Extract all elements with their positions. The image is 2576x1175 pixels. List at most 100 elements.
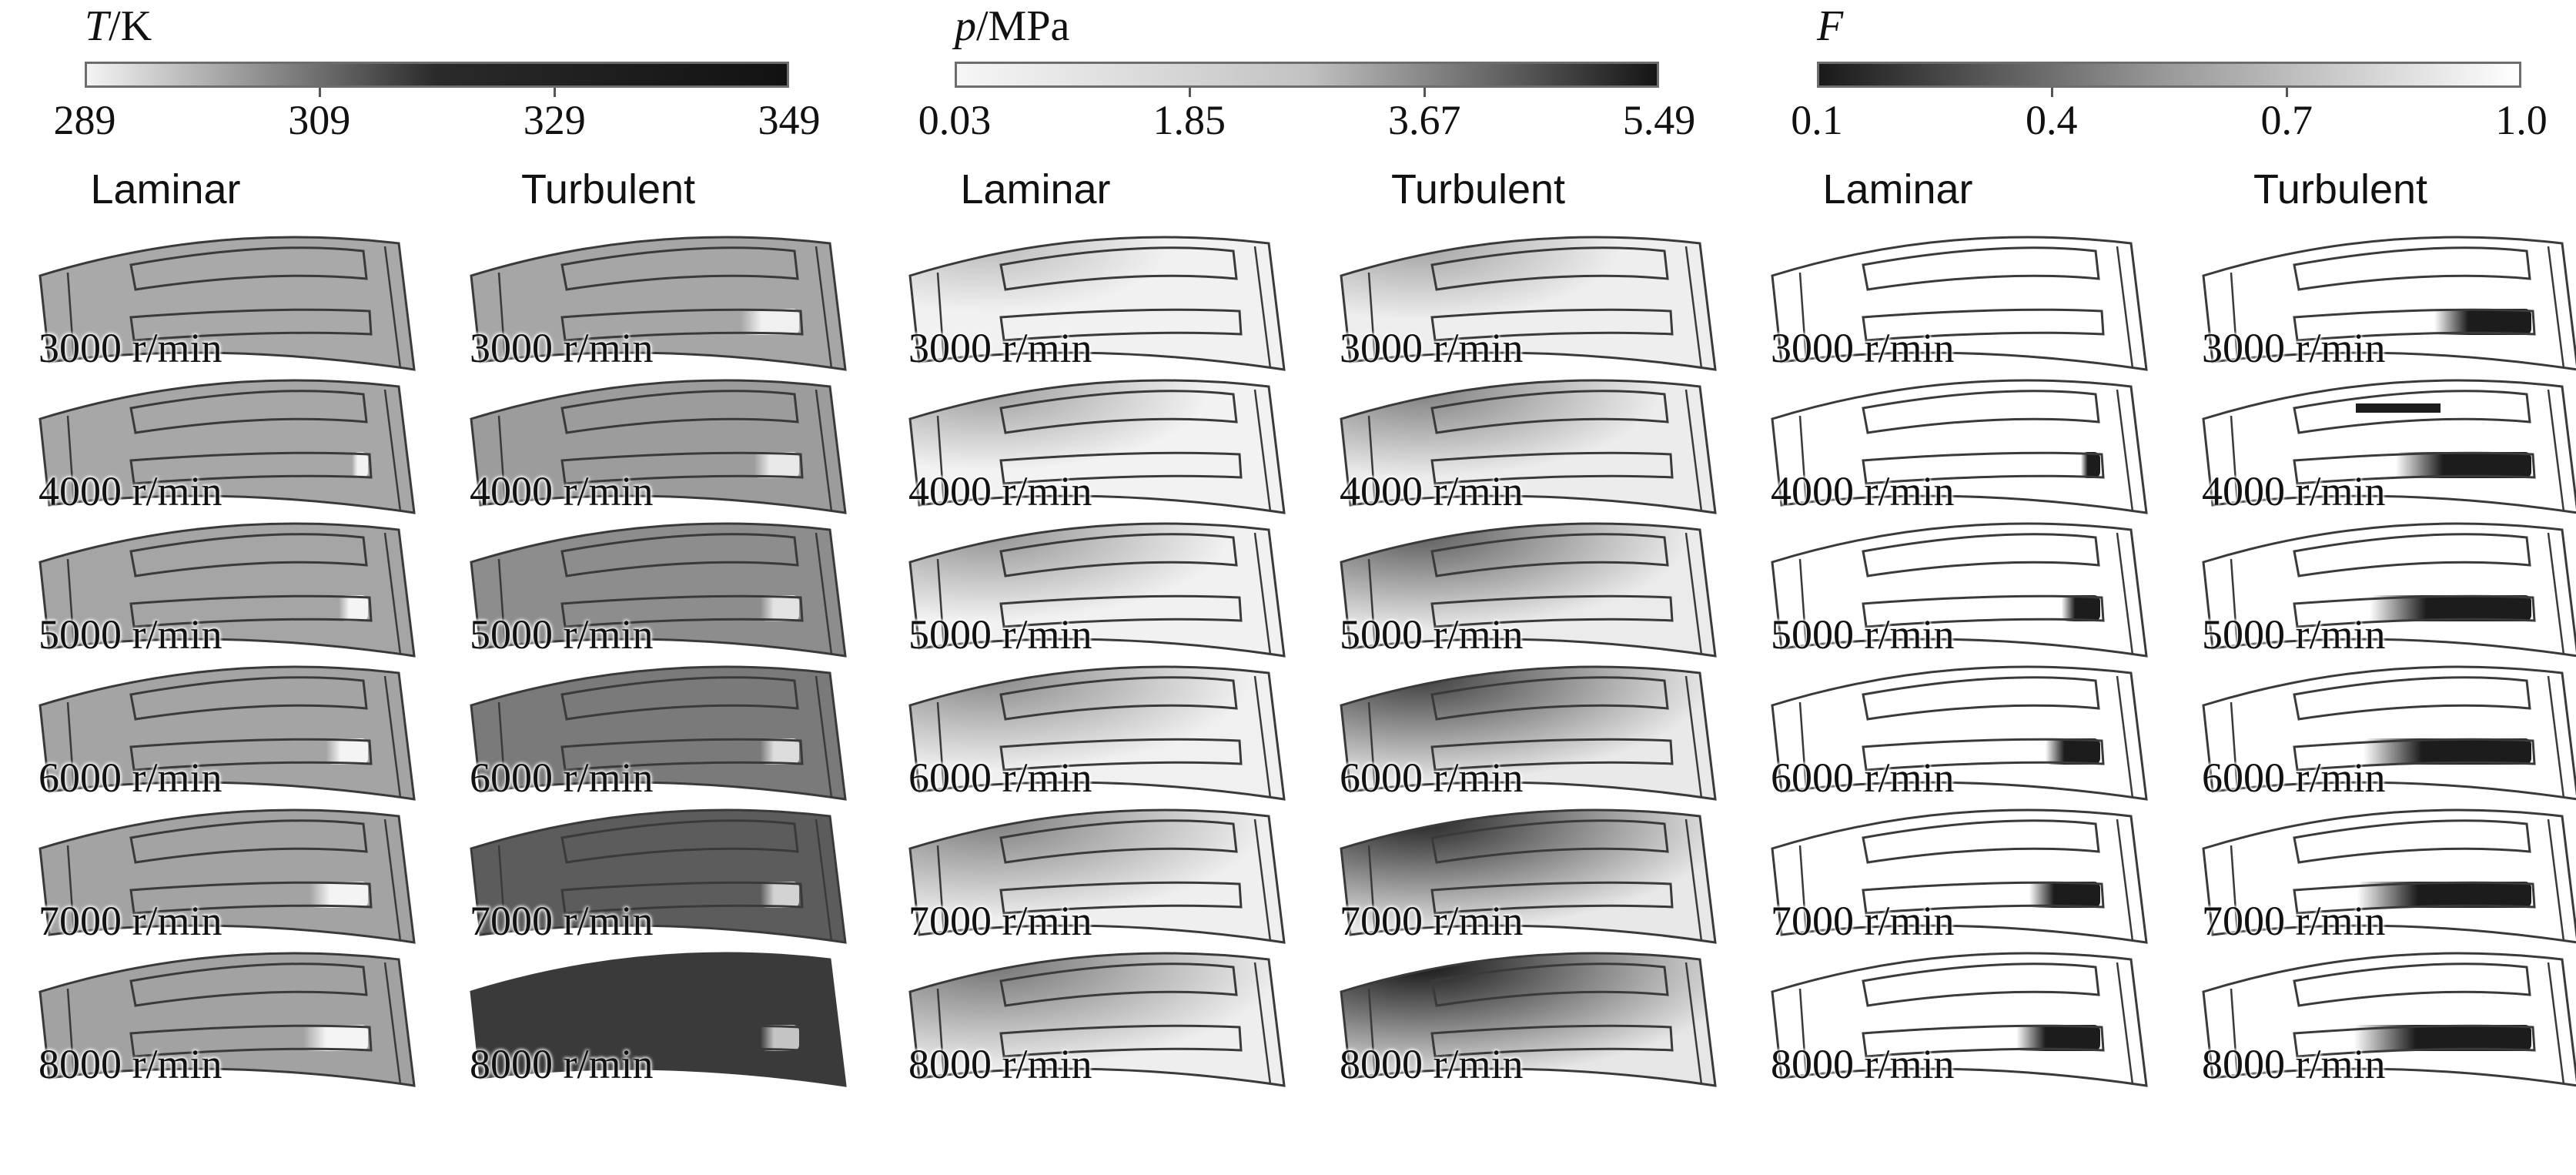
speed-label: 4000 r/min (1340, 468, 1524, 514)
edge-line (2230, 701, 2239, 791)
outer-outline (1340, 236, 1717, 371)
edge-line (815, 962, 833, 1085)
edge-line (815, 675, 833, 798)
contour-plot-liquid-fraction-turbulent-8000 (2202, 952, 2576, 1087)
edge-line (936, 415, 945, 504)
colorbar (955, 62, 1659, 88)
upper-channel-outline (560, 676, 799, 721)
contour-cell: 4000 r/min (893, 374, 1293, 517)
lower-channel-outline (129, 881, 373, 915)
colorbar (1817, 62, 2521, 88)
column-header-laminar: Laminar (1822, 166, 1973, 213)
outer-outline (1771, 379, 2148, 514)
speed-label: 8000 r/min (908, 1041, 1092, 1087)
upper-channel-outline (560, 390, 799, 434)
contour-cell: 6000 r/min (1324, 661, 1725, 804)
contour-cell: 7000 r/min (893, 804, 1293, 947)
contour-plot-temperature-laminar-5000 (38, 522, 416, 658)
speed-label: 5000 r/min (38, 611, 222, 658)
contour-plot-liquid-fraction-turbulent-4000 (2202, 379, 2576, 514)
contour-plot-liquid-fraction-laminar-3000 (1771, 236, 2148, 371)
edge-line (1253, 818, 1272, 942)
contour-plot-temperature-turbulent-8000 (470, 952, 847, 1087)
upper-channel-outline (1862, 819, 2100, 864)
outer-outline (908, 379, 1286, 514)
lower-channel-outline (560, 738, 804, 772)
edge-line (383, 818, 402, 942)
contour-cell: 6000 r/min (454, 661, 855, 804)
outer-outline (38, 952, 416, 1087)
upper-channel-outline (999, 676, 1238, 721)
contour-plot-liquid-fraction-laminar-5000 (1771, 522, 2148, 658)
edge-line (1367, 701, 1377, 791)
speed-label: 6000 r/min (908, 755, 1092, 801)
edge-line (936, 272, 945, 361)
contour-plot-temperature-turbulent-3000 (470, 236, 847, 371)
edge-line (2116, 532, 2134, 655)
speed-label: 3000 r/min (908, 325, 1092, 371)
secondary-region (2356, 403, 2441, 413)
contour-plot-pressure-laminar-7000 (908, 808, 1286, 944)
quantity-symbol: T (85, 2, 109, 50)
edge-line (66, 558, 75, 648)
contour-cell: 8000 r/min (893, 947, 1293, 1090)
quantity-symbol: F (1817, 2, 1844, 50)
edge-line (2116, 962, 2134, 1085)
contour-cell: 4000 r/min (454, 374, 855, 517)
edge-line (1367, 845, 1377, 934)
edge-line (936, 558, 945, 648)
contour-cell: 6000 r/min (23, 661, 423, 804)
upper-channel-outline (560, 962, 799, 1007)
colorbar-tick-label: 5.49 (1622, 97, 1696, 143)
lower-channel-outline (2293, 594, 2536, 628)
lower-channel-outline (999, 308, 1243, 342)
speed-label: 5000 r/min (470, 611, 654, 658)
edge-line (936, 845, 945, 934)
edge-line (1684, 818, 1703, 942)
edge-line (1798, 272, 1808, 361)
hotspot-region (352, 452, 368, 478)
edge-line (936, 701, 945, 791)
speed-label: 8000 r/min (38, 1041, 222, 1087)
edge-line (2116, 675, 2134, 798)
outer-outline (38, 808, 416, 944)
edge-line (497, 988, 507, 1077)
outer-outline (908, 665, 1286, 801)
speed-label: 4000 r/min (2202, 468, 2386, 514)
lower-channel-outline (2293, 308, 2536, 342)
colorbar-quantity-label: T/K (85, 2, 152, 51)
edge-line (1367, 272, 1377, 361)
lower-channel-outline (129, 308, 373, 342)
hotspot-region (326, 738, 368, 765)
lower-channel-outline (1430, 1024, 1674, 1058)
edge-line (2116, 818, 2134, 942)
lower-channel-outline (999, 1024, 1243, 1058)
panel-liquid-fraction: F 0.1 0.4 0.7 1.0 Laminar Turbulent 3000 r/min 3… (1732, 0, 2576, 1175)
speed-label: 8000 r/min (1340, 1041, 1524, 1087)
edge-line (1684, 389, 1703, 512)
hotspot-region (754, 452, 799, 478)
speed-label: 4000 r/min (38, 468, 222, 514)
edge-line (383, 675, 402, 798)
speed-label: 7000 r/min (470, 898, 654, 944)
upper-channel-outline (2293, 962, 2531, 1007)
lower-channel-outline (1862, 308, 2105, 342)
edge-line (2116, 389, 2134, 512)
upper-channel-outline (2293, 819, 2531, 864)
contour-plot-temperature-laminar-6000 (38, 665, 416, 801)
edge-line (1253, 962, 1272, 1085)
edge-line (1684, 246, 1703, 369)
upper-channel-outline (1862, 533, 2100, 577)
outer-outline (1340, 952, 1717, 1087)
speed-label: 7000 r/min (2202, 898, 2386, 944)
upper-channel-outline (999, 533, 1238, 577)
upper-channel-outline (2293, 533, 2531, 577)
speed-label: 4000 r/min (908, 468, 1092, 514)
contour-cell: 7000 r/min (23, 804, 423, 947)
colorbar-tick-label: 1.0 (2495, 97, 2548, 143)
contour-plot-temperature-laminar-7000 (38, 808, 416, 944)
edge-line (1798, 415, 1808, 504)
contour-cell: 8000 r/min (23, 947, 423, 1090)
upper-channel-outline (1862, 962, 2100, 1007)
upper-channel-outline (1430, 962, 1669, 1007)
